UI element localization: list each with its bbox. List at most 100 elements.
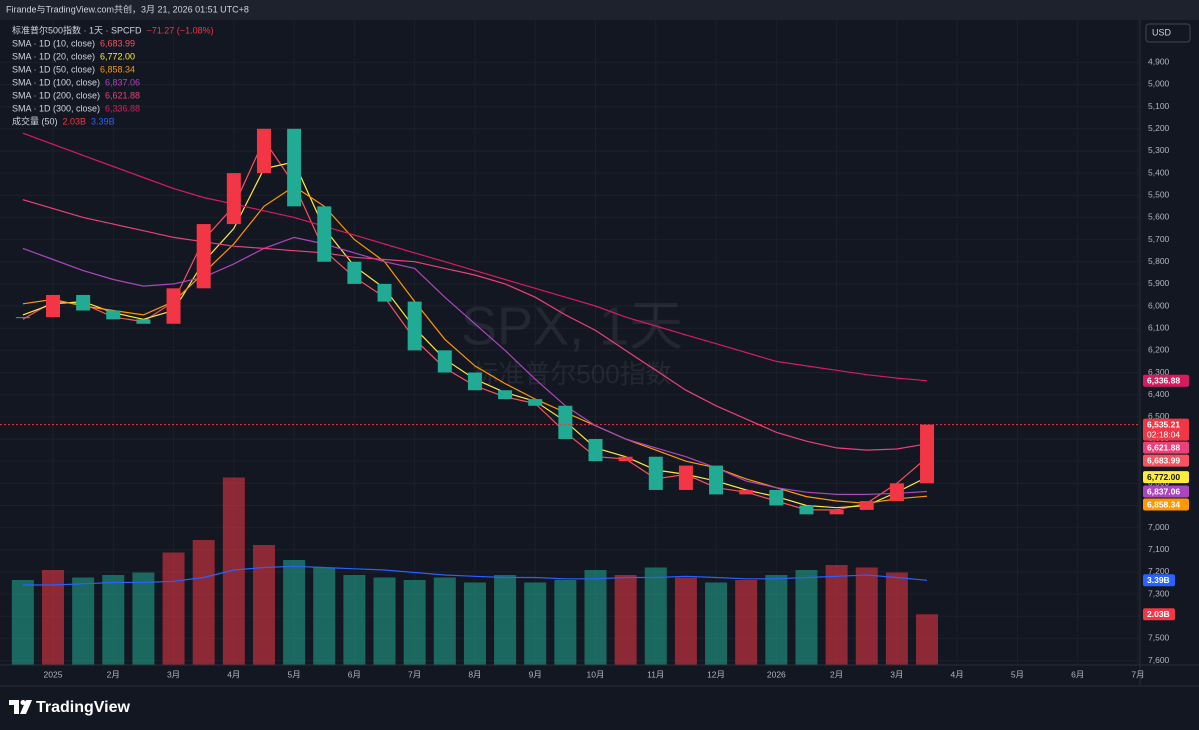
y-tick-label: 7,200	[1148, 566, 1170, 576]
volume-bar	[644, 567, 667, 665]
y-tick-label: 4,900	[1148, 57, 1170, 67]
candle-body	[196, 224, 211, 289]
x-tick-label: 10月	[587, 669, 605, 679]
volume-bar	[916, 614, 939, 665]
y-tick-label: 6,400	[1148, 389, 1170, 399]
legend-value: 6,683.99	[100, 38, 135, 48]
price-pill-label: 6,535.21	[1147, 419, 1180, 429]
x-tick-label: 7月	[1131, 669, 1144, 679]
sma-line	[22, 199, 928, 451]
price-pill-label: 6,837.06	[1147, 486, 1180, 496]
candle-body	[467, 372, 482, 391]
candle-body	[739, 489, 754, 495]
x-tick-label: 5月	[1011, 669, 1024, 679]
y-tick-label: 5,200	[1148, 123, 1170, 133]
countdown: 02:18:04	[1147, 429, 1180, 439]
candle-body	[558, 405, 573, 439]
volume-bar	[222, 477, 245, 665]
price-pill	[1143, 485, 1189, 498]
x-tick-label: 4月	[951, 669, 964, 679]
price-pill	[1143, 418, 1189, 441]
price-pill-label: 6,336.88	[1147, 375, 1180, 385]
legend-name: SMA · 1D (20, close)	[12, 51, 95, 61]
candle-body	[256, 128, 271, 174]
volume-bar	[162, 552, 185, 665]
y-tick-label: 5,000	[1148, 79, 1170, 89]
x-tick-label: 6月	[348, 669, 361, 679]
currency[interactable]: USD	[1152, 27, 1172, 37]
candle-body	[106, 310, 121, 320]
attribution: Firande与TradingView.com共创，3月 21, 2026 01…	[6, 3, 249, 14]
x-tick-label: 5月	[287, 669, 300, 679]
candle-body	[829, 509, 844, 515]
candle-body	[678, 465, 693, 490]
candle-body	[618, 456, 633, 462]
y-tick-label: 7,300	[1148, 588, 1170, 598]
candle-body	[226, 173, 241, 225]
grid	[0, 20, 1140, 665]
y-tick-label: 7,500	[1148, 633, 1170, 643]
candle-body	[889, 483, 904, 502]
sma-line	[22, 236, 928, 495]
watermark: SPX, 1天	[461, 296, 683, 356]
volume-bar	[132, 572, 155, 665]
volume-bar	[433, 577, 456, 665]
legend-value: 2.03B	[63, 116, 87, 126]
brand-logo	[9, 700, 32, 714]
candle-body	[136, 319, 151, 324]
x-tick-label: 6月	[1071, 669, 1084, 679]
volume-bar	[524, 582, 547, 665]
volume-bar	[42, 570, 64, 665]
legend-name: 成交量 (50)	[12, 115, 58, 126]
price-pill	[1143, 471, 1189, 484]
candle-body	[799, 505, 814, 515]
price-pill	[1143, 374, 1189, 387]
volume-bar	[705, 582, 728, 665]
volume-bar	[463, 582, 486, 665]
brand: TradingView	[36, 699, 131, 716]
footer	[0, 686, 1199, 730]
volume-ma-line	[22, 565, 928, 586]
legend-value: 3.39B	[91, 116, 115, 126]
volume-bar	[885, 572, 908, 665]
x-tick-label: 2月	[107, 669, 120, 679]
y-tick-label: 7,000	[1148, 522, 1170, 532]
candle-body	[528, 399, 543, 406]
legend-value: 6,336.88	[105, 103, 140, 113]
volume-bar	[102, 575, 125, 665]
candle-body	[76, 294, 91, 311]
volume-bar	[373, 577, 396, 665]
currency-button[interactable]	[1145, 23, 1191, 43]
x-tick-label: 3月	[890, 669, 903, 679]
x-tick-label: 2025	[44, 669, 63, 679]
price-pill	[1143, 498, 1189, 511]
volume-bar	[403, 580, 426, 665]
candle-body	[317, 206, 332, 262]
price-pill-label: 6,772.00	[1147, 472, 1180, 482]
price-pill-label: 6,858.34	[1147, 499, 1180, 509]
legend-value: 6,858.34	[100, 64, 135, 74]
price-pill	[1143, 441, 1189, 454]
x-tick-label: 11月	[647, 669, 664, 679]
legend: 标准普尔500指数 · 1天 · SPCFD −71.27 (−1.08%) SMA…	[12, 24, 214, 126]
x-tick-label: 12月	[707, 669, 725, 679]
y-tick-label: 5,900	[1148, 278, 1170, 288]
volume-bar	[343, 575, 366, 665]
volume-bar	[11, 580, 34, 665]
price-pill-label: 6,683.99	[1147, 455, 1180, 465]
volume-bar	[252, 545, 275, 665]
y-tick-label: 6,500	[1148, 411, 1170, 421]
volume-bar	[765, 575, 788, 665]
candle-body	[407, 301, 422, 351]
legend-name: SMA · 1D (100, close)	[12, 77, 100, 87]
volume-bar	[283, 560, 306, 665]
y-tick-label: 5,800	[1148, 256, 1170, 266]
volume-bar	[735, 580, 758, 665]
volume-bar	[554, 580, 577, 665]
legend-value: 6,772.00	[100, 51, 135, 61]
legend-value: 6,837.06	[105, 77, 140, 87]
volume-pill-label: 3.39B	[1147, 575, 1170, 585]
candle-body	[588, 438, 603, 462]
candle-body	[920, 424, 935, 484]
